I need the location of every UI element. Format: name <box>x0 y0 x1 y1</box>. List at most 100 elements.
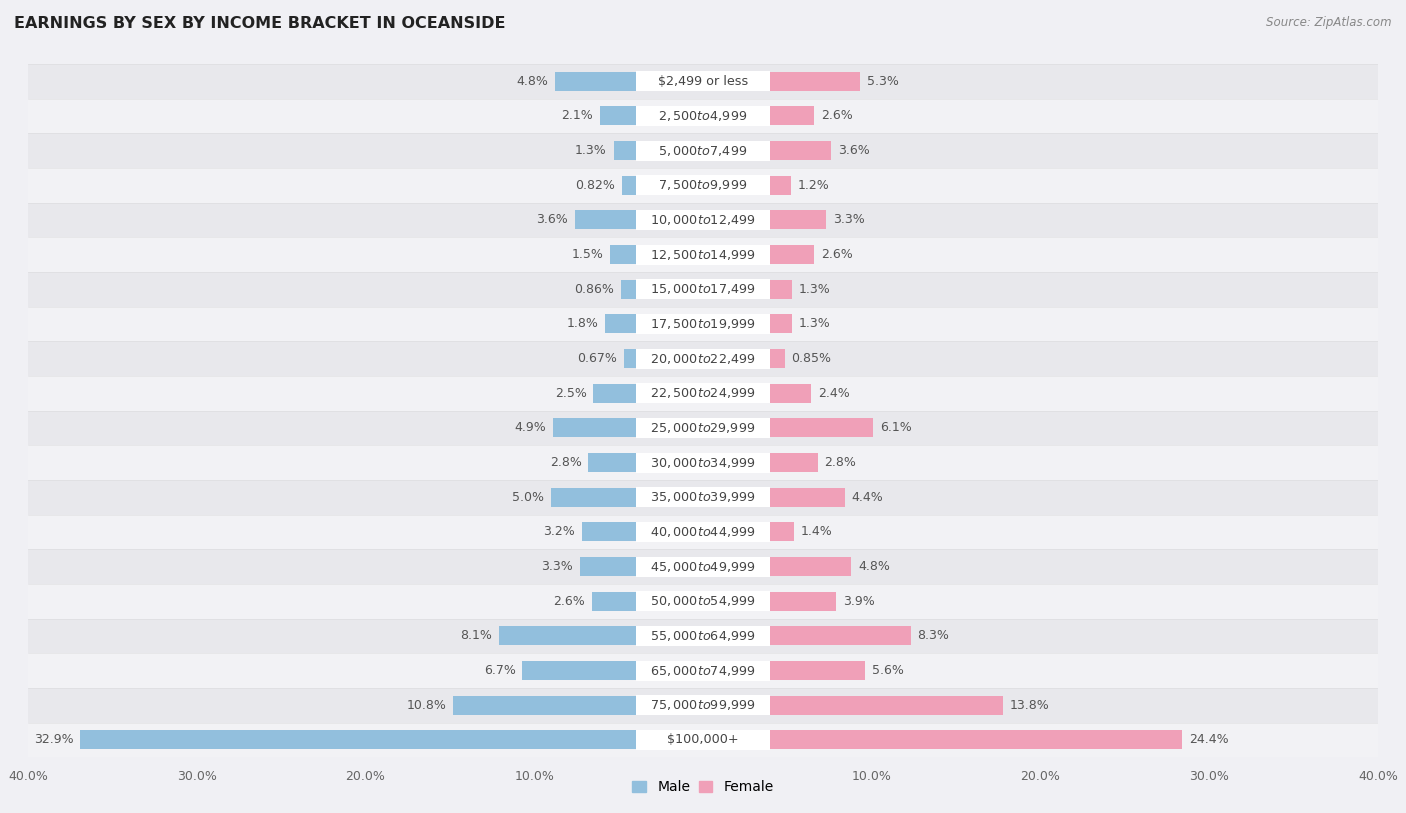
Text: $50,000 to $54,999: $50,000 to $54,999 <box>650 594 756 608</box>
Bar <box>28 64 1378 98</box>
Bar <box>28 307 1378 341</box>
Bar <box>636 279 770 299</box>
Text: 2.6%: 2.6% <box>553 595 585 608</box>
Text: 3.6%: 3.6% <box>536 213 568 226</box>
Bar <box>636 106 770 126</box>
Bar <box>582 523 636 541</box>
Bar <box>621 176 636 195</box>
Bar <box>636 210 770 230</box>
Bar <box>28 550 1378 584</box>
Text: 5.3%: 5.3% <box>866 75 898 88</box>
Bar <box>28 654 1378 688</box>
Bar <box>28 723 1378 757</box>
Bar <box>605 315 636 333</box>
Text: $17,500 to $19,999: $17,500 to $19,999 <box>650 317 756 331</box>
Bar <box>592 592 636 611</box>
Text: 8.3%: 8.3% <box>917 629 949 642</box>
Bar <box>770 349 785 368</box>
Text: 1.4%: 1.4% <box>801 525 832 538</box>
Bar <box>613 141 636 160</box>
Text: 1.2%: 1.2% <box>797 179 830 192</box>
Text: 0.82%: 0.82% <box>575 179 614 192</box>
Bar <box>554 72 636 91</box>
Legend: Male, Female: Male, Female <box>627 775 779 800</box>
Bar <box>770 696 1004 715</box>
Text: 4.8%: 4.8% <box>858 560 890 573</box>
Text: Source: ZipAtlas.com: Source: ZipAtlas.com <box>1267 16 1392 29</box>
Bar <box>770 419 873 437</box>
Text: 2.6%: 2.6% <box>821 248 853 261</box>
Bar <box>28 237 1378 272</box>
Bar <box>770 488 845 506</box>
Bar <box>770 661 865 680</box>
Text: 1.8%: 1.8% <box>567 317 599 330</box>
Bar <box>636 522 770 542</box>
Text: 0.86%: 0.86% <box>575 283 614 296</box>
Text: $30,000 to $34,999: $30,000 to $34,999 <box>650 455 756 470</box>
Bar <box>28 515 1378 550</box>
Bar <box>636 557 770 576</box>
Text: $2,500 to $4,999: $2,500 to $4,999 <box>658 109 748 123</box>
Bar <box>523 661 636 680</box>
Text: 6.7%: 6.7% <box>484 664 516 677</box>
Text: 3.6%: 3.6% <box>838 144 870 157</box>
Bar <box>770 626 911 646</box>
Bar <box>621 280 636 298</box>
Bar <box>579 557 636 576</box>
Bar <box>770 211 827 229</box>
Bar <box>636 661 770 680</box>
Bar <box>770 315 793 333</box>
Text: $5,000 to $7,499: $5,000 to $7,499 <box>658 144 748 158</box>
Text: 3.3%: 3.3% <box>832 213 865 226</box>
Bar <box>636 175 770 195</box>
Bar <box>28 688 1378 723</box>
Text: 10.8%: 10.8% <box>406 699 447 711</box>
Bar <box>28 619 1378 654</box>
Bar <box>80 730 636 750</box>
Bar <box>453 696 636 715</box>
Bar <box>636 349 770 368</box>
Bar <box>636 591 770 611</box>
Text: 0.67%: 0.67% <box>578 352 617 365</box>
Text: $75,000 to $99,999: $75,000 to $99,999 <box>650 698 756 712</box>
Bar <box>770 523 794 541</box>
Bar <box>28 167 1378 202</box>
Text: $35,000 to $39,999: $35,000 to $39,999 <box>650 490 756 504</box>
Bar <box>636 626 770 646</box>
Bar <box>28 133 1378 167</box>
Text: $7,500 to $9,999: $7,500 to $9,999 <box>658 178 748 192</box>
Bar <box>636 141 770 160</box>
Bar <box>770 592 837 611</box>
Text: 4.4%: 4.4% <box>852 491 883 504</box>
Bar <box>624 349 636 368</box>
Bar <box>28 446 1378 480</box>
Text: $10,000 to $12,499: $10,000 to $12,499 <box>650 213 756 227</box>
Text: 4.8%: 4.8% <box>516 75 548 88</box>
Bar <box>770 107 814 125</box>
Bar <box>770 453 818 472</box>
Text: $40,000 to $44,999: $40,000 to $44,999 <box>650 525 756 539</box>
Text: 2.1%: 2.1% <box>561 110 593 122</box>
Bar <box>575 211 636 229</box>
Bar <box>770 280 793 298</box>
Bar <box>600 107 636 125</box>
Bar <box>636 730 770 750</box>
Text: 1.3%: 1.3% <box>799 317 831 330</box>
Bar <box>28 341 1378 376</box>
Text: 2.5%: 2.5% <box>555 387 586 400</box>
Text: 24.4%: 24.4% <box>1189 733 1229 746</box>
Bar <box>28 202 1378 237</box>
Text: $20,000 to $22,499: $20,000 to $22,499 <box>650 351 756 366</box>
Text: 1.5%: 1.5% <box>572 248 603 261</box>
Bar <box>770 384 811 402</box>
Bar <box>551 488 636 506</box>
Text: 3.9%: 3.9% <box>844 595 875 608</box>
Bar <box>636 383 770 403</box>
Text: 2.8%: 2.8% <box>824 456 856 469</box>
Text: 4.9%: 4.9% <box>515 421 546 434</box>
Bar <box>28 584 1378 619</box>
Text: $55,000 to $64,999: $55,000 to $64,999 <box>650 629 756 643</box>
Bar <box>770 176 790 195</box>
Text: $65,000 to $74,999: $65,000 to $74,999 <box>650 663 756 677</box>
Bar <box>28 272 1378 307</box>
